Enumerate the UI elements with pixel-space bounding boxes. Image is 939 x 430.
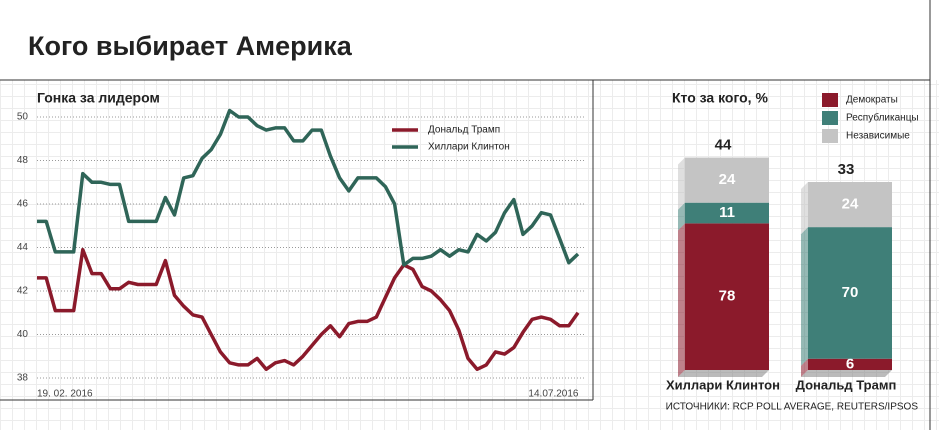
legend-label: Независимые — [846, 131, 910, 142]
bar-bottom — [678, 370, 769, 377]
y-tick-label: 48 — [17, 155, 29, 166]
bar-side — [801, 182, 808, 235]
line-chart-title: Гонка за лидером — [37, 90, 160, 106]
y-tick-label: 50 — [17, 112, 29, 123]
bar-side — [678, 223, 685, 377]
bar-chart-title: Кто за кого, % — [672, 90, 768, 106]
legend-swatch — [822, 129, 838, 143]
bar-total: 33 — [838, 161, 855, 178]
legend-label: Республиканцы — [846, 112, 919, 124]
legend-label: Дональд Трамп — [428, 125, 500, 136]
bar-side — [801, 358, 808, 377]
x-tick-label: 19. 02. 2016 — [37, 389, 93, 400]
bar-value-label: 24 — [719, 171, 736, 188]
y-tick-label: 40 — [17, 329, 29, 340]
legend-swatch — [822, 93, 838, 107]
page-title: Кого выбирает Америка — [28, 31, 353, 61]
bar-segment — [685, 157, 769, 203]
y-tick-label: 46 — [17, 199, 29, 210]
x-tick-label: Хиллари Клинтон — [666, 377, 780, 392]
bar-segment — [808, 358, 892, 370]
y-tick-label: 42 — [17, 286, 29, 297]
bar-value-label: 78 — [719, 288, 736, 305]
legend-label: Хиллари Клинтон — [428, 142, 510, 153]
bar-value-label: 24 — [842, 196, 859, 213]
source: ИСТОЧНИКИ: RCP POLL AVERAGE, REUTERS/IPS… — [666, 402, 919, 413]
y-tick-label: 44 — [17, 242, 29, 253]
line-series — [37, 108, 580, 267]
bar-value-label: 6 — [846, 355, 854, 372]
bar-total: 44 — [715, 137, 732, 154]
bar-side — [678, 202, 685, 231]
bar-value-label: 11 — [719, 204, 735, 221]
bar-side — [678, 157, 685, 210]
x-tick-label: 14.07.2016 — [528, 389, 578, 400]
bar-bottom — [801, 370, 892, 377]
y-tick-label: 38 — [17, 373, 29, 384]
x-tick-label: Дональд Трамп — [796, 377, 897, 392]
bar-segment — [808, 227, 892, 359]
legend-swatch — [822, 111, 838, 125]
bar-segment — [685, 223, 769, 370]
line-series — [37, 247, 580, 372]
title-band — [0, 0, 939, 80]
bar-value-label: 70 — [842, 284, 859, 301]
bar-segment — [685, 202, 769, 224]
legend-label: Демократы — [846, 95, 898, 106]
bar-segment — [808, 182, 892, 228]
bar-side — [801, 227, 808, 366]
